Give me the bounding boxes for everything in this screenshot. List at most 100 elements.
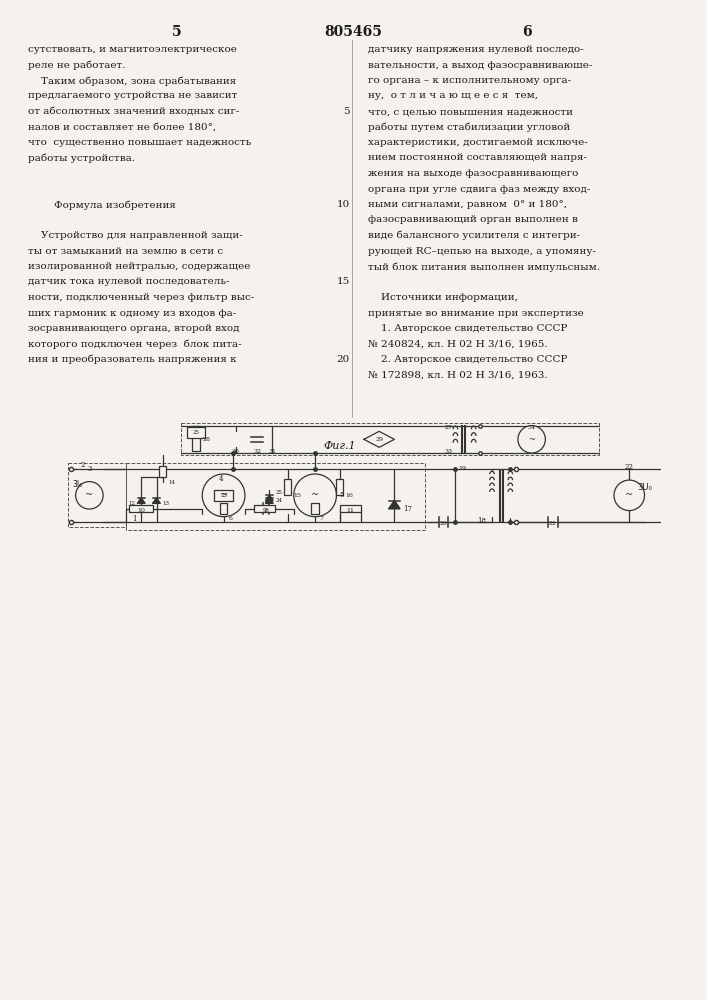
Text: 5: 5 <box>173 25 182 39</box>
Circle shape <box>518 426 545 453</box>
Text: 32: 32 <box>253 449 261 454</box>
Text: 5: 5 <box>339 491 344 499</box>
Text: Источники информации,: Источники информации, <box>368 293 518 302</box>
Text: 31: 31 <box>269 449 276 454</box>
Bar <box>192 426 200 451</box>
Text: тый блок питания выполнен импульсным.: тый блок питания выполнен импульсным. <box>368 262 600 271</box>
Text: го органа – к исполнительному орга-: го органа – к исполнительному орга- <box>368 76 571 85</box>
Text: 22: 22 <box>625 463 633 471</box>
Text: от абсолютных значений входных сиг-: от абсолютных значений входных сиг- <box>28 107 240 116</box>
Text: Устройство для направленной защи-: Устройство для направленной защи- <box>28 231 243 240</box>
Text: 13: 13 <box>163 501 170 506</box>
Text: 30: 30 <box>232 449 240 454</box>
Text: 27: 27 <box>445 425 452 430</box>
Text: Формула изобретения: Формула изобретения <box>28 200 176 210</box>
Text: ~: ~ <box>86 490 93 500</box>
Text: 23: 23 <box>220 493 227 498</box>
Text: 6: 6 <box>522 25 532 39</box>
Polygon shape <box>138 498 145 503</box>
Circle shape <box>293 474 337 517</box>
Text: ты от замыканий на землю в сети с: ты от замыканий на землю в сети с <box>28 246 223 255</box>
Text: 805465: 805465 <box>324 25 382 39</box>
Text: изолированной нейтралью, содержащее: изолированной нейтралью, содержащее <box>28 262 250 271</box>
Text: виде балансного усилителя с интегри-: виде балансного усилителя с интегри- <box>368 231 580 240</box>
Text: 3: 3 <box>87 465 92 473</box>
Text: рующей RC–цепью на выходе, а упомяну-: рующей RC–цепью на выходе, а упомяну- <box>368 246 596 255</box>
Text: 11: 11 <box>346 508 354 513</box>
Text: 10: 10 <box>137 508 145 513</box>
Bar <box>126 463 425 530</box>
Polygon shape <box>266 498 273 503</box>
Bar <box>312 503 319 514</box>
Text: № 172898, кл. Н 02 Н 3/16, 1963.: № 172898, кл. Н 02 Н 3/16, 1963. <box>368 370 548 379</box>
Text: ших гармоник к одному из входов фа-: ших гармоник к одному из входов фа- <box>28 308 236 318</box>
Text: 17: 17 <box>404 505 413 513</box>
Text: 18: 18 <box>477 517 486 525</box>
Polygon shape <box>266 495 273 501</box>
Bar <box>214 490 233 501</box>
Text: реле не работает.: реле не работает. <box>28 60 126 70</box>
Text: 21: 21 <box>549 521 557 526</box>
Text: датчику напряжения нулевой последо-: датчику напряжения нулевой последо- <box>368 45 584 54</box>
Text: ~: ~ <box>311 490 319 500</box>
Text: 20: 20 <box>439 521 448 526</box>
Text: ния и преобразователь напряжения к: ния и преобразователь напряжения к <box>28 355 237 364</box>
Text: которого подключен через  блок пита-: которого подключен через блок пита- <box>28 340 242 349</box>
Text: Таким образом, зона срабатывания: Таким образом, зона срабатывания <box>28 76 236 86</box>
Text: 28: 28 <box>202 437 210 442</box>
Text: ~: ~ <box>220 490 228 500</box>
Text: налов и составляет не более 180°,: налов и составляет не более 180°, <box>28 122 216 131</box>
Text: № 240824, кл. Н 02 Н 3/16, 1965.: № 240824, кл. Н 02 Н 3/16, 1965. <box>368 340 548 349</box>
Text: предлагаемого устройства не зависит: предлагаемого устройства не зависит <box>28 92 238 101</box>
Text: 4: 4 <box>218 475 223 483</box>
Text: 1. Авторское свидетельство СССР: 1. Авторское свидетельство СССР <box>368 324 568 333</box>
Text: 7: 7 <box>320 516 324 520</box>
Text: ~: ~ <box>625 490 633 500</box>
Text: 5: 5 <box>344 107 350 116</box>
Text: зосравнивающего органа, второй вход: зосравнивающего органа, второй вход <box>28 324 240 333</box>
Text: сутствовать, и магнитоэлектрическое: сутствовать, и магнитоэлектрическое <box>28 45 237 54</box>
Text: ~: ~ <box>528 435 535 444</box>
Polygon shape <box>364 431 395 447</box>
Text: 2. Авторское свидетельство СССР: 2. Авторское свидетельство СССР <box>368 355 568 364</box>
Text: 2: 2 <box>81 461 85 469</box>
Text: вательности, а выход фазосравниваюше-: вательности, а выход фазосравниваюше- <box>368 60 592 70</box>
Text: 3I₀: 3I₀ <box>73 480 83 489</box>
Text: 10: 10 <box>337 200 350 209</box>
Text: 1: 1 <box>132 515 136 523</box>
Text: 6: 6 <box>228 516 232 520</box>
Bar <box>284 479 291 495</box>
Text: принятые во внимание при экспертизе: принятые во внимание при экспертизе <box>368 308 584 318</box>
Text: 9: 9 <box>263 508 267 513</box>
Text: 8: 8 <box>264 508 268 513</box>
Text: датчик тока нулевой последователь-: датчик тока нулевой последователь- <box>28 277 230 286</box>
Bar <box>339 505 361 512</box>
Circle shape <box>614 480 645 511</box>
Text: 16: 16 <box>346 493 354 498</box>
Text: органа при угле сдвига фаз между вход-: органа при угле сдвига фаз между вход- <box>368 184 590 194</box>
Text: фазосравнивающий орган выполнен в: фазосравнивающий орган выполнен в <box>368 216 578 225</box>
Text: 29: 29 <box>375 437 383 442</box>
Text: 19: 19 <box>458 466 467 471</box>
Text: ности, подключенный через фильтр выс-: ности, подключенный через фильтр выс- <box>28 293 255 302</box>
Text: 25: 25 <box>192 430 199 435</box>
Bar <box>220 503 227 514</box>
Bar <box>254 505 276 512</box>
Text: 12: 12 <box>128 501 135 506</box>
Polygon shape <box>153 498 160 503</box>
Text: что, с целью повышения надежности: что, с целью повышения надежности <box>368 107 573 116</box>
Bar <box>336 479 343 495</box>
Text: работы путем стабилизации угловой: работы путем стабилизации угловой <box>368 122 571 132</box>
Text: 3U₀: 3U₀ <box>637 483 652 492</box>
Bar <box>129 505 153 512</box>
Text: 33: 33 <box>445 449 452 454</box>
Bar <box>181 423 599 455</box>
Text: ну,  о т л и ч а ю щ е е с я  тем,: ну, о т л и ч а ю щ е е с я тем, <box>368 92 538 101</box>
Text: 34: 34 <box>527 425 536 430</box>
Text: 24: 24 <box>276 498 283 503</box>
Bar <box>187 427 205 438</box>
Text: что  существенно повышает надежность: что существенно повышает надежность <box>28 138 251 147</box>
Circle shape <box>202 474 245 517</box>
Bar <box>159 466 166 477</box>
Text: жения на выходе фазосравнивающего: жения на выходе фазосравнивающего <box>368 169 578 178</box>
